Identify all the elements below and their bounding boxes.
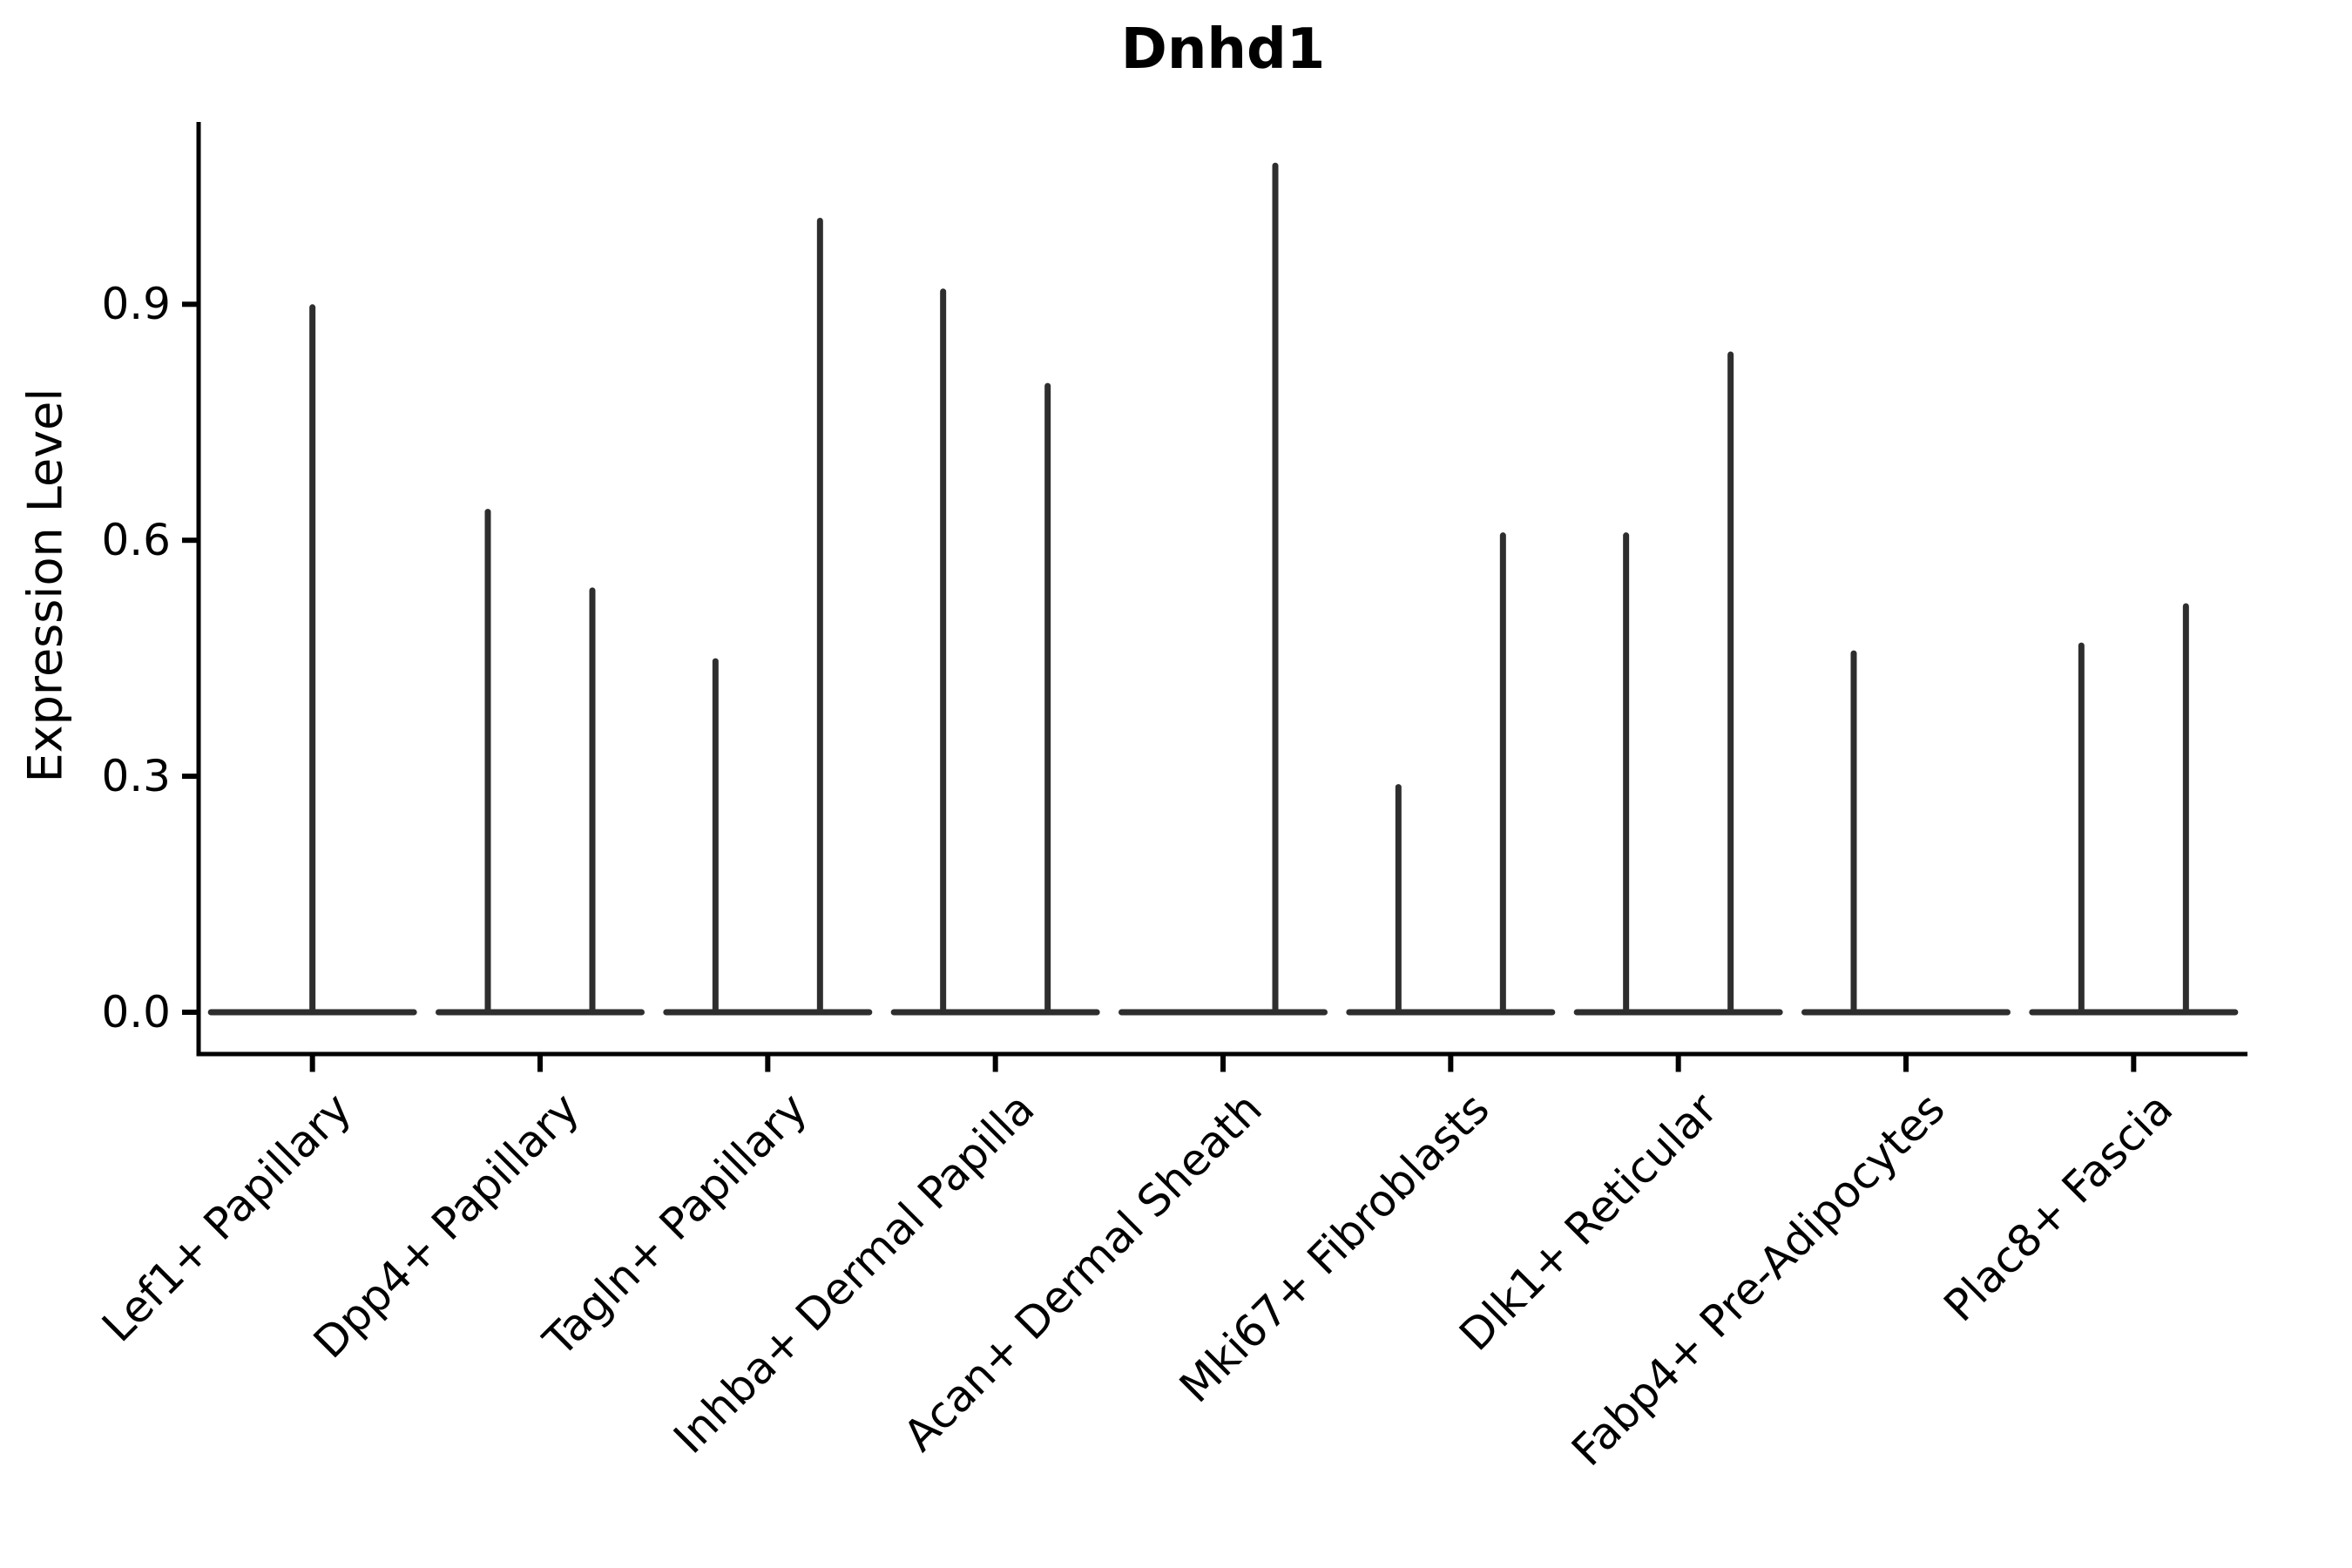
violin-baseline: [1573, 1009, 1783, 1016]
y-tick-label: 0.0: [101, 987, 171, 1037]
violin-spike: [712, 658, 719, 1016]
x-tick-mark: [765, 1056, 771, 1072]
violin-spike: [484, 509, 491, 1016]
y-tick-mark: [182, 774, 197, 780]
violin-baseline: [1346, 1009, 1556, 1016]
violin-spike: [309, 304, 316, 1016]
y-tick-label: 0.9: [101, 279, 171, 330]
x-tick-mark: [992, 1056, 998, 1072]
violin-baseline: [663, 1009, 873, 1016]
violin-spike: [816, 217, 823, 1016]
violin-spike: [940, 288, 947, 1016]
violin-spike: [1395, 784, 1402, 1016]
violin-spike: [1727, 351, 1734, 1016]
x-tick-mark: [1220, 1056, 1226, 1072]
violin-spike: [1850, 650, 1857, 1016]
violin-baseline: [436, 1009, 645, 1016]
y-tick-label: 0.3: [101, 751, 171, 802]
y-tick-mark: [182, 537, 197, 544]
x-tick-mark: [309, 1056, 315, 1072]
violin-spike: [589, 587, 596, 1016]
y-tick-label: 0.6: [101, 515, 171, 566]
violin-baseline: [1801, 1009, 2011, 1016]
x-axis-spine: [196, 1051, 2247, 1057]
y-axis-spine: [196, 122, 201, 1057]
x-tick-mark: [1675, 1056, 1681, 1072]
violin-spike: [1623, 532, 1630, 1016]
violin-spike: [2182, 603, 2189, 1016]
chart-title: Dnhd1: [1120, 17, 1326, 82]
violin-baseline: [2029, 1009, 2239, 1016]
violin-spike: [1044, 382, 1051, 1016]
x-tick-mark: [2131, 1056, 2137, 1072]
violin-baseline: [1119, 1009, 1328, 1016]
x-tick-mark: [1903, 1056, 1909, 1072]
x-tick-mark: [1448, 1056, 1454, 1072]
violin-spike: [1272, 162, 1279, 1016]
violin-spike: [2078, 642, 2085, 1016]
violin-spike: [1499, 532, 1506, 1016]
y-tick-mark: [182, 1010, 197, 1015]
violin-baseline: [890, 1009, 1100, 1016]
x-tick-mark: [537, 1056, 543, 1072]
y-tick-mark: [182, 301, 197, 308]
